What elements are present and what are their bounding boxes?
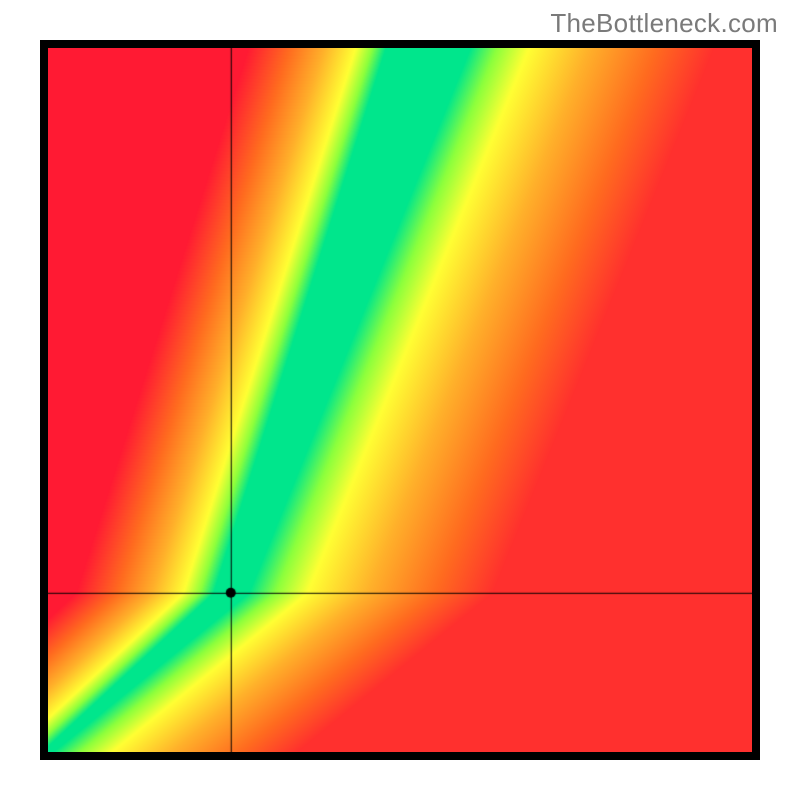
root: TheBottleneck.com: [0, 0, 800, 800]
watermark-label: TheBottleneck.com: [550, 8, 778, 39]
plot-frame: [40, 40, 760, 760]
bottleneck-heatmap: [48, 48, 752, 752]
